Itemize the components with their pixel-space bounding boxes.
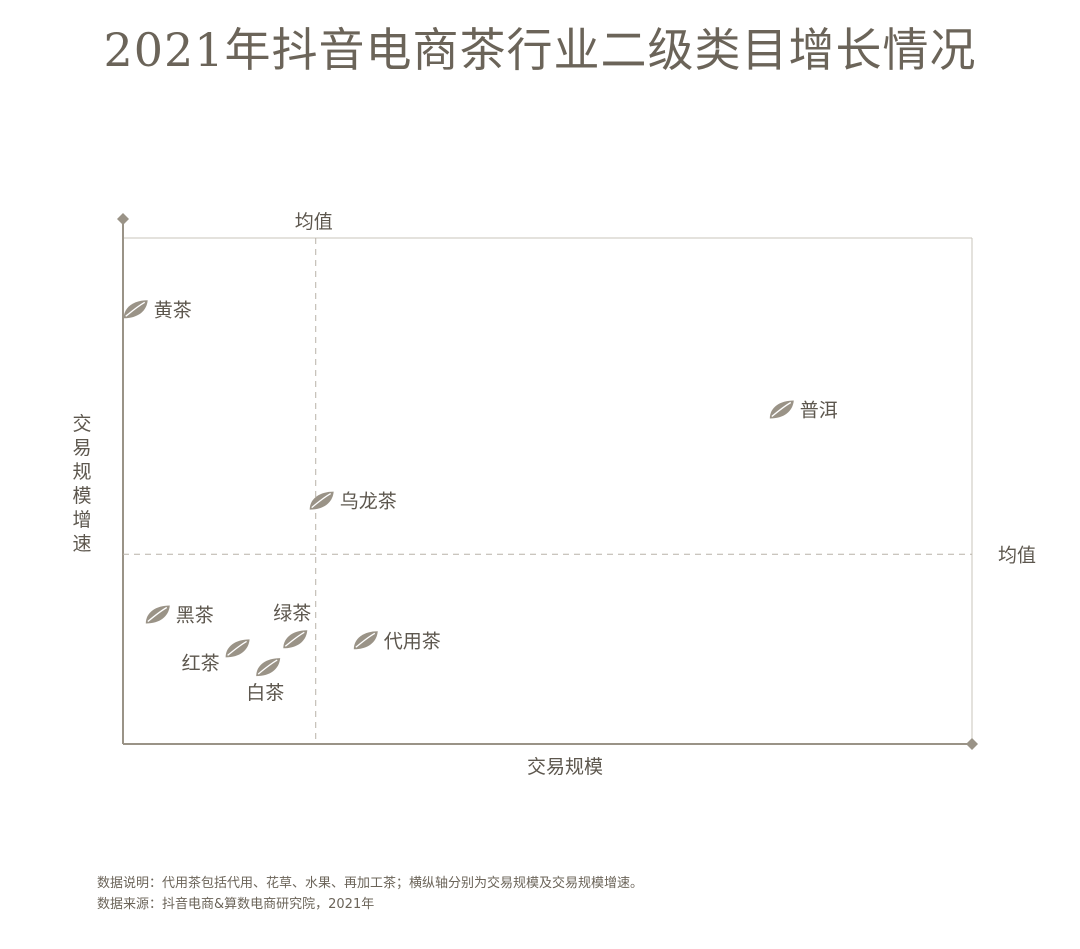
point-label: 绿茶: [273, 602, 311, 624]
data-source: 数据来源：抖音电商&算数电商研究院，2021年: [97, 897, 375, 912]
leaf-vein: [125, 301, 146, 317]
x-axis-arrow: [966, 738, 978, 750]
x-axis-title: 交易规模: [527, 756, 603, 778]
leaf-vein: [771, 401, 792, 417]
point-label: 红茶: [182, 652, 220, 674]
leaf-vein: [355, 632, 376, 648]
mean-x-label: 均值: [295, 211, 333, 233]
point-label: 白茶: [246, 682, 284, 704]
y-axis-arrow: [117, 213, 129, 225]
leaf-marker: [123, 300, 148, 319]
mean-y-label: 均值: [998, 544, 1036, 566]
data-note: 数据说明：代用茶包括代用、花草、水果、再加工茶；横纵轴分别为交易规模及交易规模增…: [97, 876, 644, 891]
point-label: 代用茶: [384, 630, 441, 652]
point-label: 黄茶: [154, 299, 192, 321]
leaf-vein: [227, 640, 247, 656]
point-label: 乌龙茶: [340, 491, 397, 513]
plot-frame: [117, 213, 978, 750]
leaf-marker: [145, 605, 170, 624]
leaf-vein: [311, 493, 332, 509]
leaf-marker: [225, 639, 250, 658]
leaf-marker: [256, 658, 281, 677]
y-axis-title: 交易规模增速: [72, 413, 91, 555]
leaf-marker: [283, 630, 308, 649]
leaf-marker: [353, 631, 378, 650]
leaf-marker: [769, 400, 794, 419]
leaf-vein: [147, 606, 168, 622]
chart-title: 2021年抖音电商茶行业二级类目增长情况: [103, 23, 977, 77]
leaf-vein: [257, 659, 278, 675]
leaf-marker: [309, 491, 334, 510]
point-label: 普洱: [800, 400, 838, 422]
leaf-vein: [284, 631, 305, 647]
point-label: 黑茶: [176, 605, 214, 627]
